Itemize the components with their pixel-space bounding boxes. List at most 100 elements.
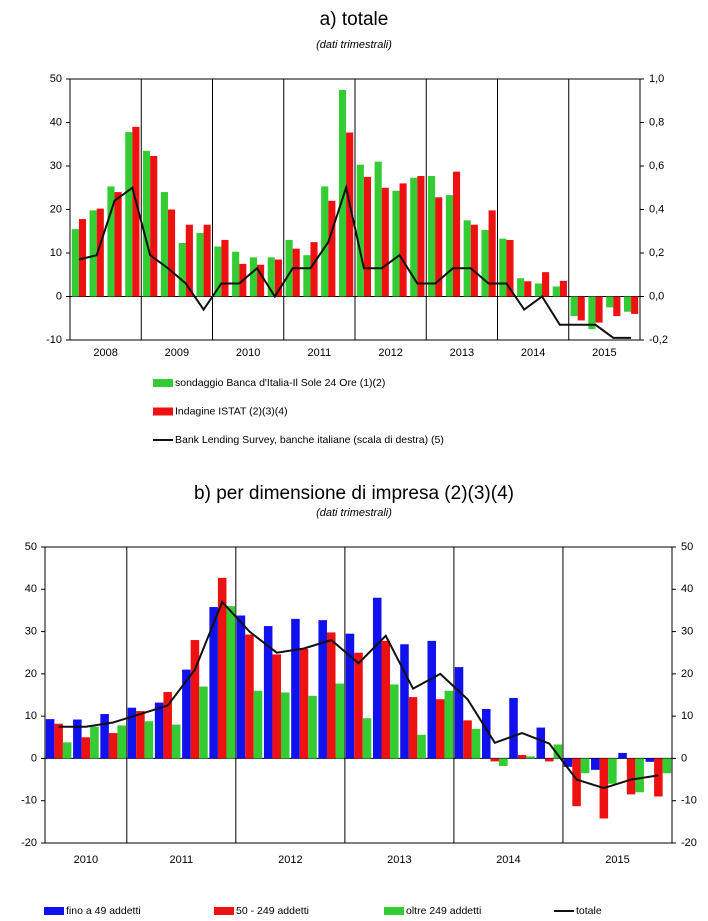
bar	[572, 758, 581, 807]
chart-subtitle: (dati trimestrali)	[316, 507, 392, 519]
bar	[645, 758, 655, 762]
bar	[274, 259, 282, 297]
bar	[132, 126, 140, 297]
bar	[417, 734, 426, 759]
chart-title: a) totale	[320, 9, 389, 30]
bar	[517, 755, 527, 759]
bar	[167, 209, 176, 297]
bar	[463, 220, 471, 297]
bar	[577, 296, 585, 321]
bar	[291, 618, 300, 759]
bar	[285, 239, 293, 297]
legend-label: sondaggio Banca d'Italia-Il Sole 24 Ore …	[175, 377, 385, 389]
bar	[326, 632, 336, 759]
bar	[362, 718, 372, 759]
bar	[338, 89, 347, 297]
bar	[481, 708, 491, 759]
bar	[182, 669, 191, 759]
bar	[62, 742, 72, 759]
bar	[321, 186, 329, 297]
legend-swatch	[153, 379, 173, 387]
y2-tick-label: 0,6	[649, 160, 664, 172]
x-tick-label: 2012	[278, 854, 302, 866]
x-tick-label: 2012	[378, 347, 402, 359]
x-tick-label: 2009	[165, 347, 189, 359]
bar	[390, 684, 399, 759]
bar	[217, 577, 227, 759]
legend-swatch	[153, 407, 173, 416]
bar	[263, 626, 273, 759]
bar	[635, 758, 644, 793]
bar	[54, 723, 63, 759]
y2-tick-label: 40	[681, 583, 693, 595]
bar	[399, 183, 407, 297]
x-tick-label: 2014	[496, 854, 520, 866]
bar	[267, 257, 275, 297]
bar	[552, 286, 560, 297]
bar	[606, 296, 614, 308]
bar	[524, 281, 532, 297]
bar	[506, 239, 514, 297]
bar	[580, 758, 590, 774]
bar	[392, 190, 400, 297]
bar	[499, 758, 508, 767]
y2-tick-label: 0,2	[649, 247, 664, 259]
bar	[662, 758, 672, 774]
y2-tick-label: -10	[681, 795, 697, 807]
bar	[257, 264, 265, 297]
y2-tick-label: 1,0	[649, 73, 664, 85]
bar	[542, 272, 550, 297]
bar	[144, 721, 154, 759]
bar	[150, 155, 158, 297]
bar	[107, 186, 115, 297]
bar	[236, 615, 246, 759]
bar	[272, 654, 281, 759]
bar	[372, 597, 382, 759]
y-tick-label: -10	[21, 795, 37, 807]
bar	[96, 208, 104, 297]
bar	[81, 737, 91, 759]
y2-tick-label: 20	[681, 668, 693, 680]
bar	[436, 699, 445, 759]
legend-label: Bank Lending Survey, banche italiane (sc…	[175, 434, 444, 446]
y2-tick-label: 30	[681, 625, 693, 637]
bar	[408, 697, 418, 759]
y-tick-label: 30	[50, 160, 62, 172]
legend-swatch	[44, 907, 64, 915]
bar	[318, 620, 327, 759]
x-tick-label: 2014	[521, 347, 545, 359]
y-tick-label: 30	[25, 625, 37, 637]
bar	[199, 686, 208, 759]
bar	[45, 719, 55, 759]
y2-tick-label: 0	[681, 752, 687, 764]
legend-label: totale	[576, 905, 602, 917]
bar	[89, 210, 97, 297]
x-tick-label: 2008	[93, 347, 117, 359]
bar	[588, 296, 596, 330]
bar	[545, 758, 554, 762]
y2-tick-label: 50	[681, 541, 693, 553]
bar	[209, 607, 218, 759]
bar	[563, 758, 573, 767]
x-tick-label: 2015	[592, 347, 616, 359]
x-tick-label: 2013	[387, 854, 411, 866]
bar	[631, 296, 639, 314]
bar	[196, 232, 204, 297]
bar	[381, 187, 389, 297]
y-tick-label: 20	[25, 668, 37, 680]
bar	[595, 296, 603, 323]
bar	[178, 242, 186, 297]
bar	[249, 257, 258, 297]
x-tick-label: 2011	[169, 854, 193, 866]
bar	[117, 725, 126, 759]
bar	[310, 242, 318, 297]
bar	[435, 197, 443, 297]
bar	[190, 640, 200, 759]
bar	[214, 246, 222, 297]
y-tick-label: -20	[21, 837, 37, 849]
line-series	[58, 600, 659, 790]
bar	[125, 132, 133, 297]
x-tick-label: 2013	[450, 347, 474, 359]
bar	[90, 726, 99, 759]
bar	[308, 695, 317, 759]
